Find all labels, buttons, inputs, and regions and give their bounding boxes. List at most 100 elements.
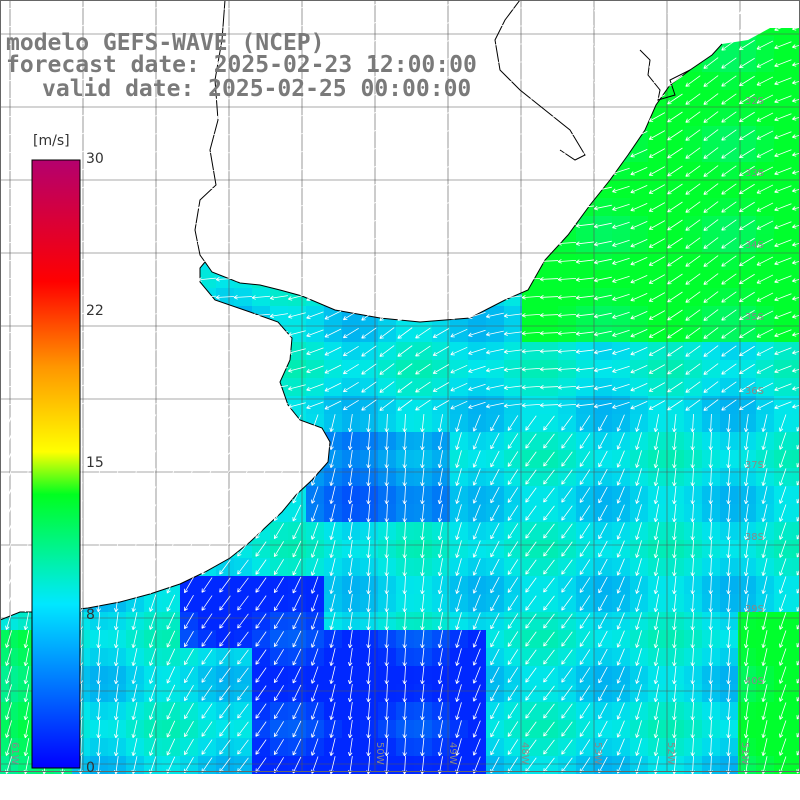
lon-label-5: 52W xyxy=(665,742,676,765)
wind-arrow xyxy=(18,4,36,14)
wind-arrow xyxy=(126,292,144,302)
wind-arrow xyxy=(342,201,359,213)
wind-arrow xyxy=(721,255,737,267)
wind-arrow xyxy=(55,111,71,123)
wind-arrow xyxy=(306,131,324,140)
wind-arrow xyxy=(215,43,235,48)
wind-arrow xyxy=(721,309,737,321)
wind-arrow xyxy=(215,169,235,174)
wind-arrow xyxy=(109,255,125,267)
wind-arrow xyxy=(415,165,431,177)
wind-arrow xyxy=(73,57,89,69)
wind-arrow xyxy=(685,147,701,159)
wind-arrow xyxy=(288,240,306,247)
wind-arrow xyxy=(575,295,594,300)
speed-cell xyxy=(792,342,800,360)
wind-arrow xyxy=(37,57,53,69)
wind-arrow xyxy=(432,4,450,14)
wind-arrow xyxy=(667,165,683,177)
wind-arrow xyxy=(415,3,431,15)
wind-arrow xyxy=(612,5,630,13)
wind-arrow xyxy=(539,79,559,84)
lat-label-35s: 35S xyxy=(744,312,764,323)
wind-arrow xyxy=(774,5,792,14)
wind-arrow xyxy=(739,237,755,249)
wind-arrow xyxy=(73,39,89,51)
wind-arrow xyxy=(792,260,800,265)
wind-arrow xyxy=(197,79,216,84)
wind-arrow xyxy=(361,57,377,69)
wind-arrow xyxy=(539,169,559,174)
wind-arrow xyxy=(0,221,18,230)
wind-arrow xyxy=(91,129,107,141)
wind-arrow xyxy=(126,202,144,212)
speed-cell xyxy=(792,288,800,306)
wind-arrow xyxy=(109,273,125,285)
wind-arrow xyxy=(630,293,648,302)
wind-arrow xyxy=(575,259,594,264)
wind-arrow xyxy=(55,93,71,105)
wind-arrow xyxy=(432,58,450,68)
wind-arrow xyxy=(450,148,468,158)
wind-arrow xyxy=(593,222,612,229)
wind-arrow xyxy=(37,93,53,105)
wind-arrow xyxy=(324,94,342,104)
wind-arrow xyxy=(397,129,413,141)
wind-arrow xyxy=(144,167,162,176)
wind-arrow xyxy=(288,312,306,319)
wind-arrow xyxy=(450,130,468,140)
wind-arrow xyxy=(37,75,53,87)
wind-arrow xyxy=(288,222,306,229)
wind-arrow xyxy=(612,131,630,139)
wind-arrow xyxy=(197,133,216,138)
wind-arrow xyxy=(485,60,504,67)
wind-arrow xyxy=(432,238,450,248)
wind-arrow xyxy=(197,169,216,174)
wind-arrow xyxy=(593,204,612,211)
wind-arrow xyxy=(197,313,216,318)
wind-arrow xyxy=(612,311,630,319)
wind-arrow xyxy=(521,25,541,30)
wind-arrow xyxy=(288,150,306,157)
wind-arrow xyxy=(91,183,107,195)
wind-arrow xyxy=(450,58,468,68)
wind-arrow xyxy=(756,112,774,122)
wind-arrow xyxy=(144,185,162,194)
wind-arrow xyxy=(361,309,377,321)
wind-arrow xyxy=(361,273,377,285)
wind-arrow xyxy=(792,8,800,13)
wind-arrow xyxy=(179,97,198,103)
wind-arrow xyxy=(703,273,719,285)
wind-arrow xyxy=(432,184,450,194)
wind-arrow xyxy=(0,41,18,50)
wind-arrow xyxy=(648,58,666,68)
wind-arrow xyxy=(324,274,342,284)
wind-arrow xyxy=(324,256,342,266)
wind-arrow xyxy=(179,115,198,121)
wind-arrow xyxy=(432,76,450,86)
wind-arrow xyxy=(739,39,755,51)
wind-arrow xyxy=(432,274,450,284)
wind-arrow xyxy=(468,311,486,319)
wind-arrow xyxy=(233,277,253,282)
wind-arrow xyxy=(379,3,395,15)
wind-arrow xyxy=(162,204,180,211)
wind-arrow xyxy=(379,39,395,51)
lat-label-36s: 36S xyxy=(744,386,764,397)
wind-arrow xyxy=(91,255,107,267)
wind-arrow xyxy=(251,313,271,318)
wind-arrow xyxy=(233,115,253,120)
wind-arrow xyxy=(575,187,594,192)
speed-cell xyxy=(792,522,800,540)
wind-arrow xyxy=(593,96,612,103)
wind-arrow xyxy=(379,147,395,159)
wind-arrow xyxy=(324,76,342,86)
wind-arrow xyxy=(703,237,719,249)
wind-arrow xyxy=(648,76,666,86)
wind-arrow xyxy=(667,75,683,87)
wind-arrow xyxy=(342,129,359,141)
wind-arrow xyxy=(361,237,377,249)
wind-arrow xyxy=(55,147,71,159)
wind-arrow xyxy=(703,201,719,213)
wind-arrow xyxy=(612,203,630,211)
